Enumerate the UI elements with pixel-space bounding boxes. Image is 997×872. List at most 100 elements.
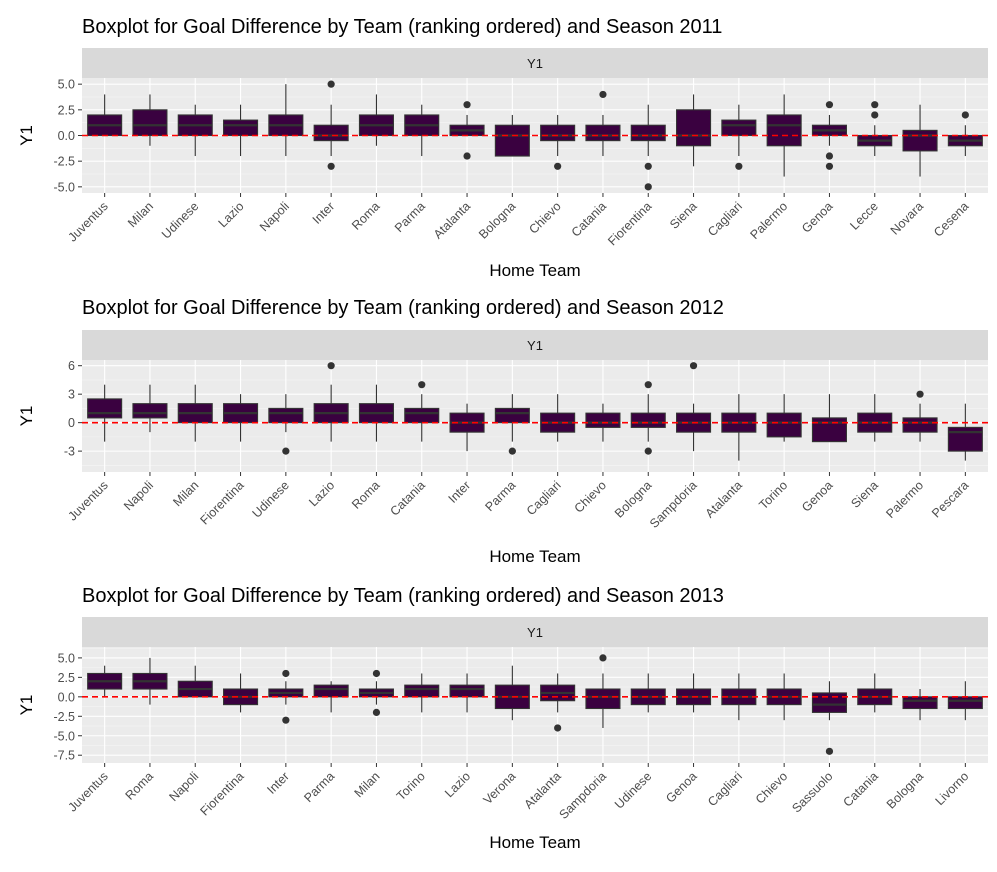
box-lazio	[223, 104, 259, 157]
x-tick-label: Cesena	[931, 199, 971, 239]
box-iqr	[313, 124, 349, 142]
x-tick-label: Sassuolo	[789, 769, 835, 815]
x-tick-label: Cagliari	[524, 478, 564, 518]
box-inter	[313, 80, 349, 170]
y-axis-title: Y1	[17, 125, 36, 146]
outlier-point	[689, 362, 698, 370]
box-milan	[358, 669, 394, 716]
box-novara	[902, 104, 938, 177]
box-juventus	[87, 384, 123, 442]
x-axis-title: Home Team	[489, 833, 580, 852]
box-iqr	[902, 417, 938, 433]
outlier-point	[327, 362, 335, 370]
box-napoli	[268, 84, 304, 157]
x-tick-label: Chievo	[572, 478, 609, 515]
outlier-point	[554, 724, 562, 732]
chart-title: Boxplot for Goal Difference by Team (ran…	[82, 297, 724, 319]
x-tick-label: Fiorentina	[197, 478, 246, 527]
outlier-point	[282, 669, 290, 678]
plot-background	[82, 360, 988, 472]
outlier-point	[644, 162, 652, 170]
box-torino	[404, 673, 440, 713]
box-fiorentina	[630, 104, 666, 191]
box-milan	[132, 94, 168, 146]
x-tick-label: Cagliari	[705, 199, 745, 239]
x-tick-label: Parma	[301, 769, 337, 805]
box-iqr	[87, 398, 123, 419]
y-tick-label: 5.0	[58, 78, 75, 92]
box-parma	[313, 681, 349, 713]
box-lazio	[449, 673, 485, 713]
box-iqr	[811, 692, 847, 713]
x-tick-label: Bologna	[884, 769, 926, 811]
outlier-point	[327, 80, 335, 88]
x-tick-label: Udinese	[159, 199, 201, 241]
box-udinese	[268, 394, 304, 455]
x-tick-label: Sampdoria	[556, 769, 609, 822]
box-catania	[404, 381, 440, 442]
x-tick-label: Siena	[848, 478, 881, 511]
facet-strip-label: Y1	[527, 625, 543, 640]
outlier-point	[463, 101, 471, 109]
box-fiorentina	[223, 673, 259, 713]
x-axis-title: Home Team	[489, 261, 580, 280]
y-tick-label: -2.5	[53, 710, 75, 724]
outlier-point	[644, 447, 652, 455]
x-tick-label: Atalanta	[521, 769, 563, 811]
x-tick-label: Inter	[310, 199, 338, 227]
box-iqr	[947, 696, 983, 710]
box-roma	[132, 657, 168, 705]
x-axis-title: Home Team	[489, 547, 580, 566]
x-tick-label: Juventus	[65, 199, 110, 244]
y-tick-label: 2.5	[58, 103, 75, 117]
box-chievo	[540, 114, 576, 170]
facet-strip	[82, 617, 988, 647]
outlier-point	[916, 390, 924, 398]
box-iqr	[947, 426, 983, 452]
x-tick-label: Sampdoria	[647, 478, 700, 531]
chart-title: Boxplot for Goal Difference by Team (ran…	[82, 16, 723, 38]
box-palermo	[902, 390, 938, 442]
x-tick-label: Chievo	[753, 769, 790, 806]
y-axis-title: Y1	[17, 406, 36, 427]
y-tick-label: 5.0	[58, 651, 75, 665]
box-siena	[676, 94, 712, 167]
outlier-point	[508, 447, 516, 455]
outlier-point	[282, 716, 290, 724]
outlier-point	[463, 152, 471, 160]
box-iqr	[494, 407, 530, 424]
box-iqr	[721, 119, 757, 137]
box-iqr	[223, 119, 259, 137]
x-tick-label: Palermo	[747, 199, 790, 242]
x-tick-label: Bologna	[612, 478, 654, 520]
chart-title: Boxplot for Goal Difference by Team (ran…	[82, 585, 724, 607]
box-juventus	[87, 665, 123, 697]
x-tick-label: Napoli	[121, 478, 156, 513]
y-tick-label: -3	[64, 445, 75, 459]
outlier-point	[871, 111, 879, 119]
y-tick-label: 6	[68, 359, 75, 373]
x-tick-label: Lecce	[847, 199, 881, 233]
y-tick-label: -7.5	[53, 749, 75, 763]
x-tick-label: Roma	[349, 199, 383, 233]
x-tick-label: Milan	[170, 478, 201, 509]
y-tick-label: -5.0	[53, 180, 75, 194]
x-tick-label: Milan	[125, 199, 156, 230]
x-tick-label: Inter	[446, 478, 474, 506]
box-palermo	[766, 94, 802, 177]
facet-strip	[82, 48, 988, 78]
x-tick-label: Genoa	[799, 478, 835, 514]
y-tick-label: 0.0	[58, 690, 75, 704]
x-tick-label: Inter	[264, 769, 292, 797]
box-iqr	[766, 412, 802, 438]
box-iqr	[902, 696, 938, 710]
outlier-point	[644, 381, 652, 389]
x-tick-label: Catania	[387, 478, 427, 518]
outlier-point	[825, 152, 834, 160]
outlier-point	[644, 183, 652, 191]
y-tick-label: -2.5	[53, 155, 75, 169]
box-iqr	[313, 684, 349, 698]
box-bologna	[630, 381, 666, 455]
outlier-point	[372, 669, 381, 678]
